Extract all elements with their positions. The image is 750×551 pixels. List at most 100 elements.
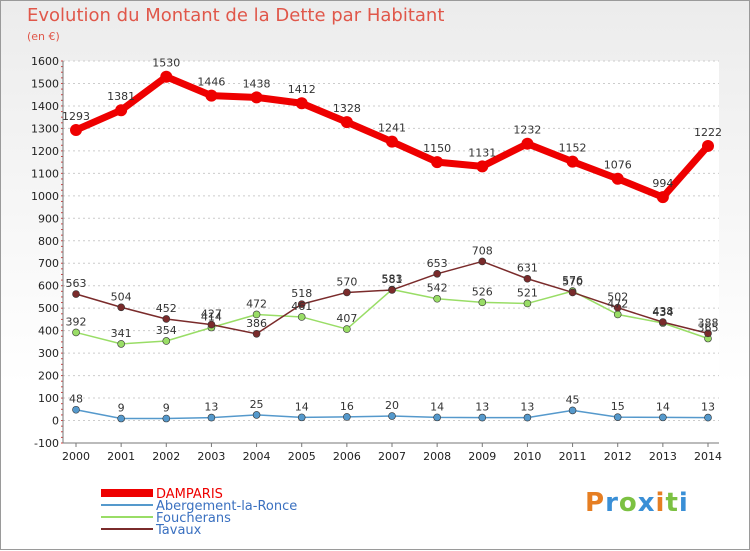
data-label-foucherans: 583 bbox=[382, 273, 403, 286]
data-label-abergement-la-ronce: 14 bbox=[430, 400, 444, 413]
data-label-tavaux: 518 bbox=[291, 287, 312, 300]
data-point-abergement-la-ronce bbox=[568, 406, 577, 415]
data-point-damparis bbox=[656, 191, 669, 204]
data-point-abergement-la-ronce bbox=[207, 413, 216, 422]
y-tick-label: 1200 bbox=[31, 145, 59, 158]
data-point-foucherans bbox=[343, 325, 351, 333]
data-label-foucherans: 414 bbox=[201, 311, 222, 324]
data-label-damparis: 1222 bbox=[694, 126, 722, 139]
data-label-tavaux: 427 bbox=[201, 308, 222, 321]
data-point-foucherans bbox=[433, 294, 441, 303]
data-point-tavaux bbox=[433, 269, 441, 278]
data-point-damparis bbox=[431, 156, 444, 169]
data-point-tavaux bbox=[523, 274, 532, 283]
data-label-abergement-la-ronce: 45 bbox=[566, 393, 580, 406]
chart-title: Evolution du Montant de la Dette par Hab… bbox=[27, 5, 445, 26]
data-point-foucherans bbox=[613, 310, 622, 319]
x-tick-label: 2004 bbox=[243, 450, 271, 463]
data-point-tavaux bbox=[704, 329, 712, 338]
x-tick-label: 2000 bbox=[62, 450, 90, 463]
data-point-abergement-la-ronce bbox=[659, 413, 667, 422]
data-label-tavaux: 653 bbox=[427, 257, 448, 270]
data-point-abergement-la-ronce bbox=[297, 413, 306, 422]
data-point-foucherans bbox=[117, 340, 125, 348]
data-point-damparis bbox=[160, 70, 173, 83]
data-label-damparis: 1381 bbox=[107, 90, 135, 103]
data-label-abergement-la-ronce: 14 bbox=[656, 400, 670, 413]
proxiti-logo: Proxiti bbox=[585, 488, 689, 518]
data-point-damparis bbox=[70, 123, 82, 136]
data-point-abergement-la-ronce bbox=[523, 413, 532, 422]
logo-letter: i bbox=[678, 488, 689, 518]
data-point-damparis bbox=[566, 155, 579, 168]
data-label-tavaux: 581 bbox=[382, 273, 403, 286]
data-label-damparis: 1412 bbox=[288, 83, 316, 96]
data-label-foucherans: 472 bbox=[246, 297, 267, 310]
data-label-damparis: 1438 bbox=[243, 77, 271, 90]
data-point-damparis bbox=[295, 97, 308, 110]
data-label-damparis: 1328 bbox=[333, 102, 361, 115]
logo-letter: r bbox=[605, 488, 619, 518]
x-tick-label: 2005 bbox=[288, 450, 316, 463]
logo-letter: i bbox=[655, 488, 666, 518]
data-point-foucherans bbox=[72, 328, 80, 337]
data-label-abergement-la-ronce: 25 bbox=[250, 398, 264, 411]
data-point-abergement-la-ronce bbox=[117, 414, 125, 423]
data-point-tavaux bbox=[252, 329, 261, 338]
axes: -100 0 100 200 300 400 500 600 700 800 900 1000 1100… bbox=[31, 55, 722, 463]
data-point-abergement-la-ronce bbox=[704, 413, 712, 422]
x-tick-label: 2010 bbox=[513, 450, 541, 463]
x-tick-label: 2007 bbox=[378, 450, 406, 463]
plot-area bbox=[63, 61, 719, 443]
y-tick-label: 200 bbox=[38, 370, 59, 383]
data-label-damparis: 994 bbox=[652, 177, 673, 190]
data-point-tavaux bbox=[343, 288, 351, 297]
data-label-tavaux: 708 bbox=[472, 244, 493, 257]
data-label-damparis: 1232 bbox=[513, 124, 541, 137]
x-tick-label: 2012 bbox=[604, 450, 632, 463]
y-tick-label: 1100 bbox=[31, 167, 59, 180]
y-tick-label: 1300 bbox=[31, 122, 59, 135]
data-point-damparis bbox=[115, 104, 128, 117]
legend: DAMPARISAbergement-la-RonceFoucheransTav… bbox=[101, 487, 297, 538]
data-point-damparis bbox=[250, 91, 263, 104]
data-label-damparis: 1131 bbox=[468, 146, 496, 159]
data-label-abergement-la-ronce: 14 bbox=[295, 400, 309, 413]
data-label-abergement-la-ronce: 9 bbox=[163, 402, 170, 415]
x-tick-label: 2002 bbox=[152, 450, 180, 463]
legend-label: Foucherans bbox=[156, 511, 231, 526]
data-point-damparis bbox=[386, 135, 398, 148]
y-tick-label: 600 bbox=[38, 280, 59, 293]
data-label-damparis: 1241 bbox=[378, 122, 406, 135]
data-label-tavaux: 570 bbox=[336, 275, 357, 288]
data-point-damparis bbox=[476, 160, 489, 173]
data-point-abergement-la-ronce bbox=[72, 405, 80, 414]
grid bbox=[63, 60, 719, 444]
data-label-foucherans: 434 bbox=[652, 306, 673, 319]
data-label-tavaux: 631 bbox=[517, 262, 538, 275]
data-point-damparis bbox=[205, 89, 218, 102]
y-tick-label: 300 bbox=[38, 347, 59, 360]
data-point-abergement-la-ronce bbox=[343, 413, 351, 421]
data-point-damparis bbox=[521, 137, 534, 150]
data-label-abergement-la-ronce: 9 bbox=[118, 402, 125, 415]
data-label-foucherans: 461 bbox=[291, 300, 312, 313]
data-label-abergement-la-ronce: 13 bbox=[520, 401, 534, 414]
x-tick-label: 2013 bbox=[649, 450, 677, 463]
data-point-damparis bbox=[702, 139, 714, 152]
data-label-foucherans: 392 bbox=[66, 315, 87, 328]
data-label-damparis: 1530 bbox=[152, 57, 180, 70]
legend-label: Tavaux bbox=[155, 523, 202, 538]
data-label-tavaux: 504 bbox=[111, 290, 132, 303]
data-point-abergement-la-ronce bbox=[162, 414, 171, 423]
data-point-abergement-la-ronce bbox=[388, 412, 396, 420]
data-label-foucherans: 407 bbox=[336, 312, 357, 325]
legend-label: Abergement-la-Ronce bbox=[156, 499, 297, 514]
data-label-tavaux: 438 bbox=[652, 305, 673, 318]
data-point-foucherans bbox=[478, 298, 487, 307]
data-point-tavaux bbox=[162, 315, 171, 323]
x-tick-label: 2014 bbox=[694, 450, 722, 463]
y-tick-label: 400 bbox=[38, 325, 59, 338]
data-point-tavaux bbox=[297, 300, 306, 308]
